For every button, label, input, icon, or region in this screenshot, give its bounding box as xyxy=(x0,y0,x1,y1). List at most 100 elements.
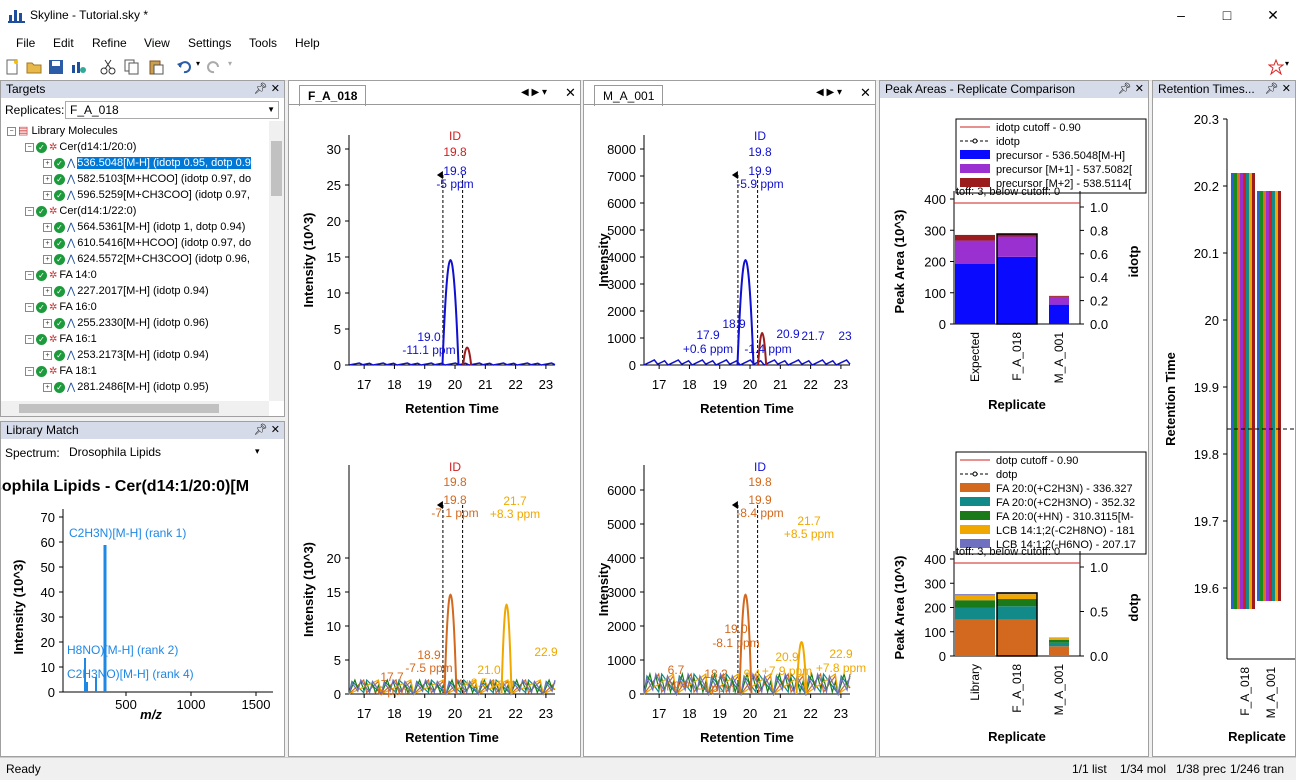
tree-molecule-node[interactable]: −✓✲Cer(d14:1/22:0) xyxy=(25,203,136,219)
rt-bar[interactable] xyxy=(1275,191,1278,601)
bar-segment[interactable] xyxy=(1049,305,1069,324)
tab-f-a-018[interactable]: F_A_018 xyxy=(299,85,366,106)
tree-precursor-node[interactable]: +✓⋀596.5259[M+CH3COO] (idotp 0.97, xyxy=(43,187,250,203)
rt-bar[interactable] xyxy=(1252,173,1255,609)
pin-icon[interactable]: 📌︎ xyxy=(1265,83,1279,95)
spectrum-dropdown[interactable]: Drosophila Lipids xyxy=(65,444,265,462)
horizontal-scrollbar[interactable] xyxy=(1,401,269,416)
menu-edit[interactable]: Edit xyxy=(53,36,74,50)
tree-precursor-node[interactable]: +✓⋀281.2486[M-H] (idotp 0.95) xyxy=(43,379,209,395)
bar-segment[interactable] xyxy=(1049,296,1069,297)
minimize-button[interactable]: – xyxy=(1158,0,1204,31)
tree-precursor-node[interactable]: +✓⋀564.5361[M-H] (idotp 1, dotp 0.94) xyxy=(43,219,245,235)
new-file-icon[interactable] xyxy=(4,59,20,75)
tree-precursor-node[interactable]: +✓⋀536.5048[M-H] (idotp 0.95, dotp 0.9 xyxy=(43,155,251,171)
fragment-peak[interactable] xyxy=(444,595,456,695)
tree-molecule-node[interactable]: −✓✲FA 18:1 xyxy=(25,363,97,379)
molecule-icon: ✲ xyxy=(49,206,57,217)
bar-segment[interactable] xyxy=(1049,640,1069,643)
close-panel-icon[interactable]: ✕ xyxy=(271,83,280,95)
rt-bar[interactable] xyxy=(1269,191,1272,601)
menu-tools[interactable]: Tools xyxy=(249,36,277,50)
rt-bar[interactable] xyxy=(1260,191,1263,601)
bar-segment[interactable] xyxy=(997,257,1037,324)
tree-molecule-node[interactable]: −✓✲FA 16:1 xyxy=(25,331,97,347)
redo-icon[interactable] xyxy=(206,59,222,75)
close-button[interactable]: ✕ xyxy=(1250,0,1296,31)
bar-segment[interactable] xyxy=(997,594,1037,599)
tab-nav-icons[interactable]: ◀ ▶ ▾ xyxy=(521,87,547,98)
tab-m-a-001[interactable]: M_A_001 xyxy=(594,85,663,106)
copy-icon[interactable] xyxy=(124,59,140,75)
menu-file[interactable]: File xyxy=(16,36,35,50)
undo-dropdown-icon[interactable]: ▾ xyxy=(196,59,200,68)
rt-bar[interactable] xyxy=(1278,191,1281,601)
paste-icon[interactable] xyxy=(148,59,164,75)
rt-bar[interactable] xyxy=(1231,173,1234,609)
open-folder-icon[interactable] xyxy=(26,59,42,75)
rt-bar[interactable] xyxy=(1237,173,1240,609)
tab-nav-icons[interactable]: ◀ ▶ ▾ xyxy=(816,87,842,98)
tree-molecule-node[interactable]: −✓✲Cer(d14:1/20:0) xyxy=(25,139,136,155)
bar-segment[interactable] xyxy=(955,600,995,607)
pin-icon[interactable]: 📌︎ xyxy=(254,424,268,436)
rt-bar[interactable] xyxy=(1263,191,1266,601)
redo-dropdown-icon[interactable]: ▾ xyxy=(228,59,232,68)
rt-bar[interactable] xyxy=(1272,191,1275,601)
bar-segment[interactable] xyxy=(997,599,1037,606)
bar-segment[interactable] xyxy=(1049,646,1069,656)
save-icon[interactable] xyxy=(48,59,64,75)
chevron-down-icon[interactable]: ▾ xyxy=(255,446,260,457)
close-panel-icon[interactable]: ✕ xyxy=(1282,83,1291,95)
tree-precursor-node[interactable]: +✓⋀227.2017[M-H] (idotp 0.94) xyxy=(43,283,209,299)
tree-precursor-node[interactable]: +✓⋀624.5572[M+CH3COO] (idotp 0.96, xyxy=(43,251,250,267)
bar-segment[interactable] xyxy=(955,608,995,620)
bar-segment[interactable] xyxy=(955,235,995,241)
bar-segment[interactable] xyxy=(955,620,995,656)
bar-segment[interactable] xyxy=(997,237,1037,257)
bar-segment[interactable] xyxy=(955,241,995,264)
tree-molecule-node[interactable]: −✓✲FA 14:0 xyxy=(25,267,97,283)
bar-segment[interactable] xyxy=(955,595,995,600)
rt-bar[interactable] xyxy=(1240,173,1243,609)
tree-precursor-node[interactable]: +✓⋀582.5103[M+HCOO] (idotp 0.97, do xyxy=(43,171,251,187)
vertical-scrollbar[interactable] xyxy=(269,121,284,401)
publish-icon[interactable] xyxy=(70,59,86,75)
menu-view[interactable]: View xyxy=(144,36,170,50)
pin-icon[interactable]: 📌︎ xyxy=(1118,83,1132,95)
bar-segment[interactable] xyxy=(997,620,1037,656)
close-panel-icon[interactable]: ✕ xyxy=(1135,83,1144,95)
tree-molecule-node[interactable]: −✓✲FA 16:0 xyxy=(25,299,97,315)
maximize-button[interactable]: □ xyxy=(1204,0,1250,31)
bar-segment[interactable] xyxy=(1049,643,1069,647)
bar-segment[interactable] xyxy=(1049,638,1069,640)
precursor-trace[interactable] xyxy=(644,360,850,365)
rt-bar[interactable] xyxy=(1243,173,1246,609)
cut-icon[interactable] xyxy=(100,59,116,75)
close-tab-icon[interactable]: ✕ xyxy=(565,85,576,101)
rt-bar[interactable] xyxy=(1234,173,1237,609)
replicates-dropdown[interactable]: F_A_018 ▼ xyxy=(65,101,279,119)
pin-icon[interactable]: 📌︎ xyxy=(254,83,268,95)
menu-refine[interactable]: Refine xyxy=(92,36,127,50)
integrate-dropdown-icon[interactable]: ▾ xyxy=(1285,59,1289,68)
precursor-m2-peak[interactable] xyxy=(463,348,471,366)
rt-bar[interactable] xyxy=(1266,191,1269,601)
tree-precursor-node[interactable]: +✓⋀253.2173[M-H] (idotp 0.94) xyxy=(43,347,209,363)
bar-segment[interactable] xyxy=(955,264,995,324)
integrate-peaks-icon[interactable] xyxy=(1268,59,1284,75)
bar-segment[interactable] xyxy=(955,594,995,595)
menu-settings[interactable]: Settings xyxy=(188,36,231,50)
rt-bar[interactable] xyxy=(1257,191,1260,601)
close-panel-icon[interactable]: ✕ xyxy=(271,424,280,436)
rt-bar[interactable] xyxy=(1246,173,1249,609)
undo-icon[interactable] xyxy=(176,59,192,75)
rt-bar[interactable] xyxy=(1249,173,1252,609)
tree-root[interactable]: −▤ Library Molecules xyxy=(7,123,118,139)
close-tab-icon[interactable]: ✕ xyxy=(860,85,871,101)
bar-segment[interactable] xyxy=(1049,297,1069,305)
tree-precursor-node[interactable]: +✓⋀610.5416[M+HCOO] (idotp 0.97, do xyxy=(43,235,251,251)
menu-help[interactable]: Help xyxy=(295,36,320,50)
bar-segment[interactable] xyxy=(997,606,1037,619)
tree-precursor-node[interactable]: +✓⋀255.2330[M-H] (idotp 0.96) xyxy=(43,315,209,331)
